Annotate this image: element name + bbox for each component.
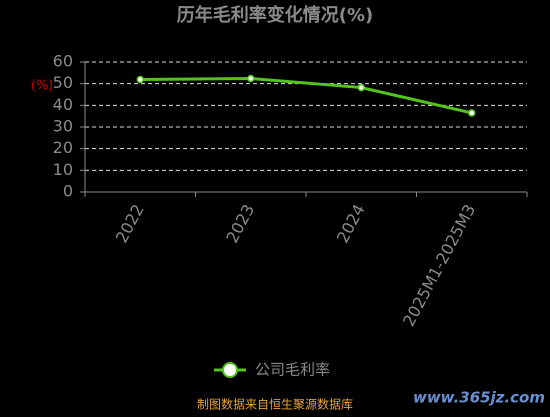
y-tick-label: 10 — [53, 160, 73, 179]
y-tick-label: 30 — [53, 117, 73, 136]
chart-title: 历年毛利率变化情况(%) — [177, 4, 374, 26]
legend-marker — [222, 362, 238, 378]
point — [247, 74, 255, 83]
y-tick-label: 20 — [53, 138, 73, 157]
x-tick-label: 2022 — [112, 201, 148, 246]
point — [136, 75, 144, 84]
point — [357, 83, 365, 92]
y-tick-label: 60 — [53, 52, 73, 71]
y-tick-label: 50 — [53, 73, 73, 92]
x-tick-label: 2025M1-2025M3 — [399, 201, 479, 329]
point — [468, 109, 476, 117]
y-tick-label: 0 — [63, 182, 73, 201]
y-tick-label: 40 — [53, 95, 73, 114]
legend-label: 公司毛利率 — [255, 361, 330, 379]
y-axis-label: (%) — [31, 79, 54, 94]
source-note: 制图数据来自恒生聚源数据库 — [197, 397, 353, 412]
watermark: www.365jz.com — [413, 389, 545, 407]
series-line — [140, 76, 473, 115]
x-tick-label: 2023 — [222, 201, 258, 246]
x-tick-label: 2024 — [333, 201, 369, 246]
